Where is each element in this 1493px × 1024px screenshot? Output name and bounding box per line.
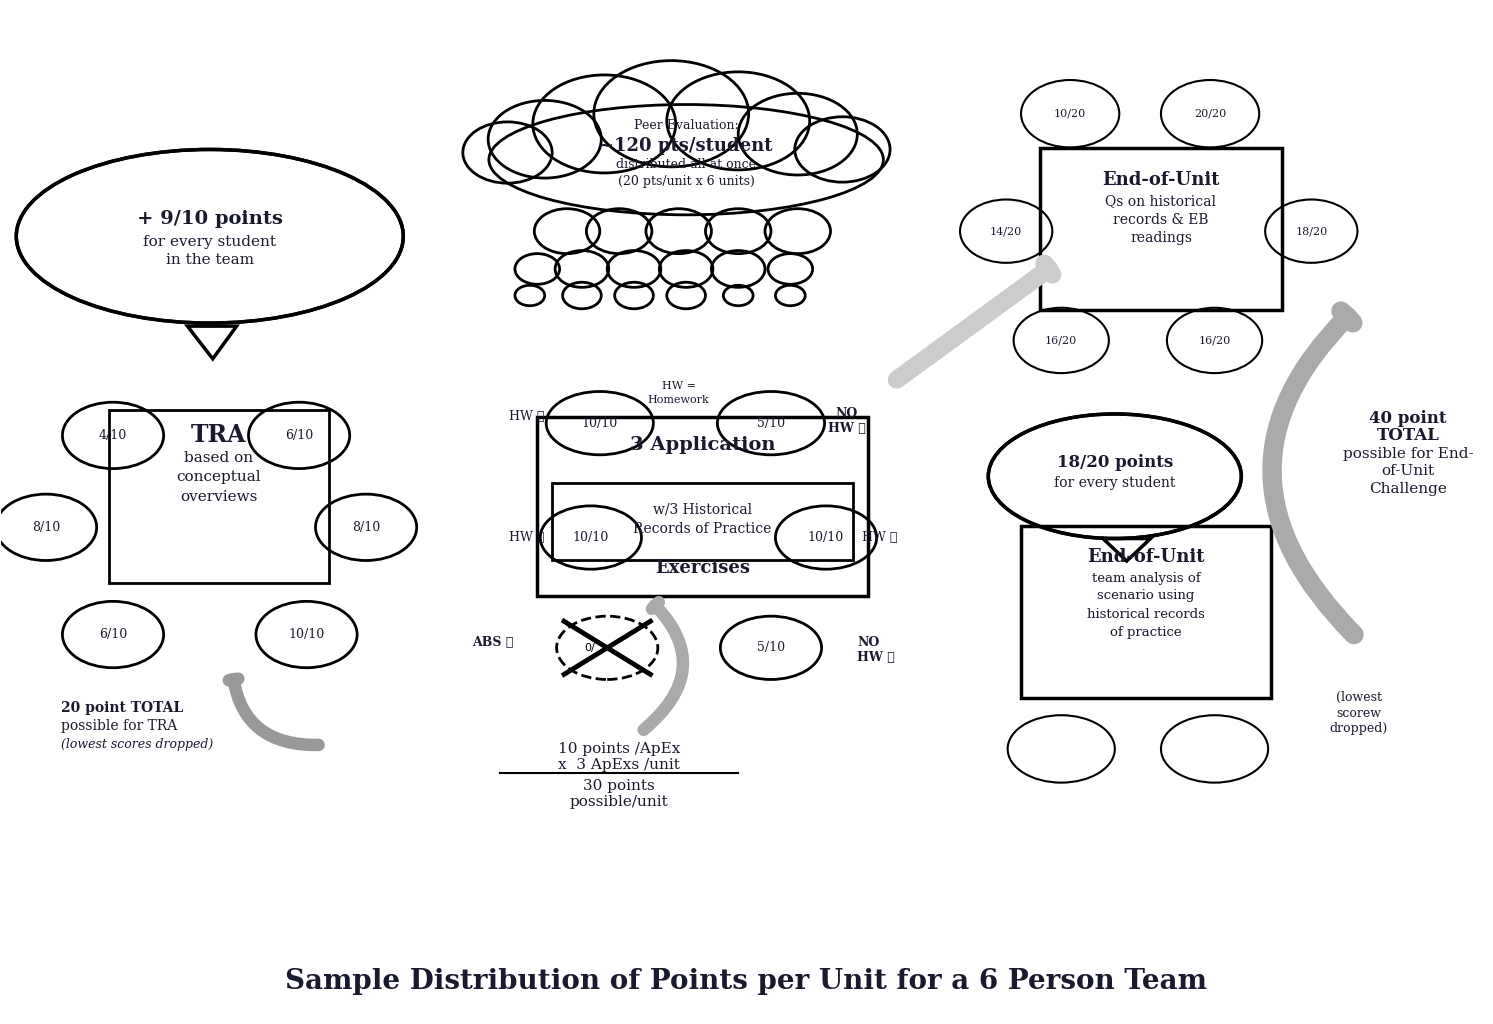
- Text: HW ✓: HW ✓: [861, 531, 897, 544]
- Text: historical records: historical records: [1087, 607, 1205, 621]
- Text: HW ✓: HW ✓: [509, 531, 545, 544]
- Text: NO: NO: [857, 636, 879, 649]
- Text: HW ✓: HW ✓: [509, 410, 545, 423]
- Text: of-Unit: of-Unit: [1381, 464, 1435, 478]
- Text: 40 point: 40 point: [1369, 410, 1447, 427]
- Text: 3 Application: 3 Application: [630, 435, 775, 454]
- Text: Qs on historical: Qs on historical: [1105, 195, 1217, 209]
- Text: Homework: Homework: [648, 394, 709, 404]
- Text: possible/unit: possible/unit: [570, 795, 669, 809]
- Text: End-of-Unit: End-of-Unit: [1102, 171, 1220, 189]
- Polygon shape: [1103, 539, 1151, 561]
- Text: (lowest scores dropped): (lowest scores dropped): [61, 738, 213, 752]
- Text: 20/20: 20/20: [1194, 109, 1226, 119]
- Text: 10/10: 10/10: [288, 628, 324, 641]
- Text: 30 points: 30 points: [584, 778, 655, 793]
- Text: scorew: scorew: [1336, 707, 1381, 720]
- Circle shape: [738, 93, 857, 175]
- Text: 14/20: 14/20: [990, 226, 1023, 237]
- Text: 10/10: 10/10: [808, 531, 844, 544]
- Text: of practice: of practice: [1111, 626, 1182, 639]
- Text: 0/: 0/: [584, 643, 594, 653]
- Text: TOTAL: TOTAL: [1377, 427, 1439, 444]
- Text: Records of Practice: Records of Practice: [633, 522, 772, 537]
- Text: conceptual: conceptual: [176, 470, 261, 484]
- Text: 8/10: 8/10: [31, 521, 60, 534]
- Text: 20 point TOTAL: 20 point TOTAL: [61, 701, 184, 715]
- Text: Challenge: Challenge: [1369, 481, 1447, 496]
- Text: Peer Evaluation:: Peer Evaluation:: [635, 120, 739, 132]
- Text: possible for End-: possible for End-: [1342, 446, 1474, 461]
- Circle shape: [667, 72, 809, 170]
- Text: w/3 Historical: w/3 Historical: [652, 503, 752, 517]
- Text: 18/20 points: 18/20 points: [1057, 455, 1173, 471]
- Ellipse shape: [16, 150, 403, 324]
- Ellipse shape: [988, 414, 1241, 539]
- Text: scenario using: scenario using: [1097, 589, 1194, 602]
- Text: in the team: in the team: [166, 253, 254, 267]
- Text: 5/10: 5/10: [757, 417, 785, 430]
- Text: 5/10: 5/10: [757, 641, 785, 654]
- Text: x  3 ApExs /unit: x 3 ApExs /unit: [558, 758, 681, 772]
- Text: 10/10: 10/10: [582, 417, 618, 430]
- Text: Exercises: Exercises: [655, 559, 749, 578]
- Circle shape: [463, 122, 552, 183]
- Text: HW ✗: HW ✗: [857, 650, 896, 664]
- Text: (20 pts/unit x 6 units): (20 pts/unit x 6 units): [618, 175, 754, 187]
- Text: Sample Distribution of Points per Unit for a 6 Person Team: Sample Distribution of Points per Unit f…: [285, 969, 1206, 995]
- Text: 16/20: 16/20: [1045, 336, 1078, 345]
- Text: based on: based on: [184, 451, 254, 465]
- Text: ABS ✗: ABS ✗: [472, 636, 514, 649]
- Text: NO: NO: [836, 408, 858, 421]
- Text: overviews: overviews: [181, 489, 257, 504]
- Circle shape: [488, 100, 602, 178]
- Text: (lowest: (lowest: [1336, 691, 1383, 705]
- Text: 4/10: 4/10: [99, 429, 127, 442]
- Text: distributed all at once: distributed all at once: [617, 159, 755, 171]
- Text: 16/20: 16/20: [1199, 336, 1230, 345]
- Text: 6/10: 6/10: [99, 628, 127, 641]
- Text: 10 points /ApEx: 10 points /ApEx: [558, 742, 681, 756]
- Text: for every student: for every student: [143, 236, 276, 250]
- Text: HW ✗: HW ✗: [829, 422, 866, 435]
- Text: records & EB: records & EB: [1114, 213, 1209, 227]
- Text: for every student: for every student: [1054, 476, 1175, 490]
- Text: 10/20: 10/20: [1054, 109, 1087, 119]
- Ellipse shape: [488, 104, 884, 215]
- Text: 8/10: 8/10: [352, 521, 381, 534]
- Polygon shape: [188, 326, 236, 358]
- Text: 10/10: 10/10: [573, 531, 609, 544]
- Text: ~120 pts/student: ~120 pts/student: [599, 137, 773, 156]
- Text: TRA: TRA: [191, 423, 246, 447]
- Text: 6/10: 6/10: [285, 429, 314, 442]
- Text: End-of-Unit: End-of-Unit: [1087, 548, 1205, 566]
- Circle shape: [794, 117, 890, 182]
- Circle shape: [594, 60, 748, 167]
- Text: HW =: HW =: [661, 381, 696, 391]
- Text: 18/20: 18/20: [1296, 226, 1327, 237]
- Circle shape: [533, 75, 676, 173]
- Text: team analysis of: team analysis of: [1091, 571, 1200, 585]
- Text: + 9/10 points: + 9/10 points: [137, 210, 282, 228]
- Text: possible for TRA: possible for TRA: [61, 720, 178, 733]
- Text: readings: readings: [1130, 231, 1191, 246]
- Text: dropped): dropped): [1330, 722, 1388, 735]
